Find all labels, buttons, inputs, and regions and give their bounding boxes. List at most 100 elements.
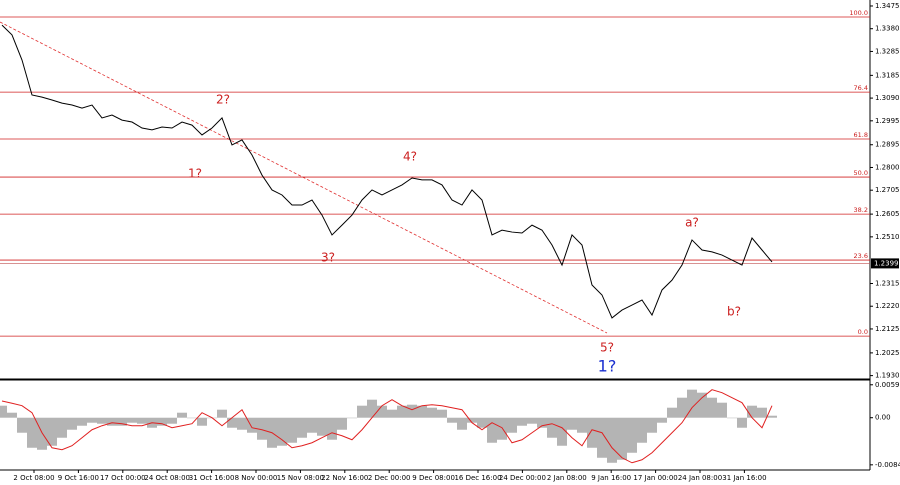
- y-tick-label: 1.2800: [875, 163, 900, 171]
- macd-bar: [47, 417, 57, 446]
- macd-bar: [167, 417, 177, 424]
- x-tick-label: 24 Oct 08:00: [144, 474, 190, 482]
- x-tick-label: 9 Jan 16:00: [591, 474, 631, 482]
- macd-bar: [757, 407, 767, 418]
- fib-label: 38.2: [854, 206, 868, 214]
- macd-bar: [117, 417, 127, 426]
- macd-bar: [7, 412, 17, 418]
- x-tick-label: 9 Oct 16:00: [58, 474, 99, 482]
- x-tick-label: 31 Jan 16:00: [722, 474, 766, 482]
- macd-bar: [37, 417, 47, 450]
- macd-bar: [0, 405, 7, 418]
- price-line: [1, 24, 773, 319]
- macd-bar: [127, 417, 137, 423]
- fib-label: 100.0: [849, 9, 868, 17]
- wave-label: b?: [727, 305, 741, 319]
- wave-label: 2?: [216, 93, 230, 107]
- macd-bar: [97, 417, 107, 424]
- macd-bar: [367, 399, 377, 418]
- y-tick-label: 1.3475: [875, 2, 900, 10]
- macd-bar: [27, 417, 37, 448]
- macd-bar: [417, 405, 427, 418]
- y-tick-label: 1.2315: [875, 280, 900, 288]
- macd-bar: [517, 417, 527, 426]
- macd-bar: [687, 389, 697, 418]
- macd-bar: [307, 417, 317, 433]
- y-tick-label: 0.00592: [875, 381, 900, 389]
- current-price-box: [871, 258, 899, 269]
- wave-label: 1?: [188, 167, 202, 181]
- y-tick-label: 1.2995: [875, 117, 900, 125]
- wave-label: 1?: [598, 357, 617, 376]
- macd-bar: [407, 404, 417, 418]
- trend-line: [0, 21, 608, 334]
- x-tick-label: 22 Nov 16:00: [321, 474, 368, 482]
- x-tick-label: 16 Dec 16:00: [454, 474, 501, 482]
- macd-bar: [597, 417, 607, 458]
- macd-bar: [427, 407, 437, 418]
- macd-bar: [637, 417, 647, 443]
- macd-bar: [177, 412, 187, 418]
- y-tick-label: 1.3285: [875, 47, 900, 55]
- y-tick-label: 1.2025: [875, 349, 900, 357]
- macd-bar: [477, 417, 487, 428]
- macd-bar: [57, 417, 67, 438]
- y-tick-label: 1.1930: [875, 372, 900, 380]
- macd-bar: [567, 417, 577, 430]
- y-tick-label: 1.2895: [875, 141, 900, 149]
- wave-label: 3?: [321, 251, 335, 265]
- y-tick-label: 1.2705: [875, 186, 900, 194]
- macd-bar: [537, 417, 547, 428]
- macd-bar: [437, 409, 447, 418]
- macd-bar: [277, 417, 287, 446]
- y-tick-label: 1.2125: [875, 325, 900, 333]
- x-tick-label: 8 Nov 00:00: [235, 474, 278, 482]
- x-tick-label: 31 Oct 16:00: [189, 474, 235, 482]
- macd-bar: [107, 417, 117, 426]
- fib-label: 0.0: [858, 328, 868, 336]
- macd-bar: [697, 392, 707, 418]
- macd-bar: [217, 409, 227, 418]
- x-tick-label: 2 Jan 08:00: [547, 474, 587, 482]
- macd-bar: [67, 417, 77, 430]
- macd-bar: [337, 417, 347, 430]
- macd-bar: [667, 407, 677, 418]
- macd-bar: [187, 417, 197, 419]
- fib-label: 76.4: [854, 84, 868, 92]
- macd-bar: [297, 417, 307, 438]
- macd-bar: [237, 417, 247, 430]
- y-tick-label: -0.00847: [875, 461, 900, 469]
- macd-bar: [497, 417, 507, 440]
- macd-bar: [387, 409, 397, 418]
- macd-bar: [547, 417, 557, 438]
- macd-bar: [447, 417, 457, 423]
- macd-bar: [287, 417, 297, 443]
- macd-bar: [727, 417, 737, 419]
- y-tick-label: 1.2510: [875, 233, 900, 241]
- x-tick-label: 24 Jan 08:00: [678, 474, 722, 482]
- macd-bar: [527, 417, 537, 424]
- macd-bar: [717, 402, 727, 418]
- macd-bar: [627, 417, 637, 453]
- macd-bar: [607, 417, 617, 463]
- macd-bar: [767, 415, 777, 418]
- macd-bar: [317, 417, 327, 436]
- wave-label: a?: [685, 216, 699, 230]
- macd-bar: [747, 405, 757, 418]
- y-tick-label: 0.00: [875, 414, 891, 422]
- macd-bar: [17, 417, 27, 433]
- x-tick-label: 17 Jan 00:00: [633, 474, 677, 482]
- x-tick-label: 2 Oct 08:00: [13, 474, 54, 482]
- macd-bar: [227, 417, 237, 428]
- macd-bar: [487, 417, 497, 443]
- macd-bar: [377, 405, 387, 418]
- macd-bar: [577, 417, 587, 433]
- macd-bar: [397, 405, 407, 418]
- macd-bar: [137, 417, 147, 424]
- macd-bar: [467, 417, 477, 423]
- macd-bar: [357, 405, 367, 418]
- macd-bar: [647, 417, 657, 433]
- x-tick-label: 24 Dec 00:00: [499, 474, 546, 482]
- current-price-label: 1.2399: [874, 259, 899, 267]
